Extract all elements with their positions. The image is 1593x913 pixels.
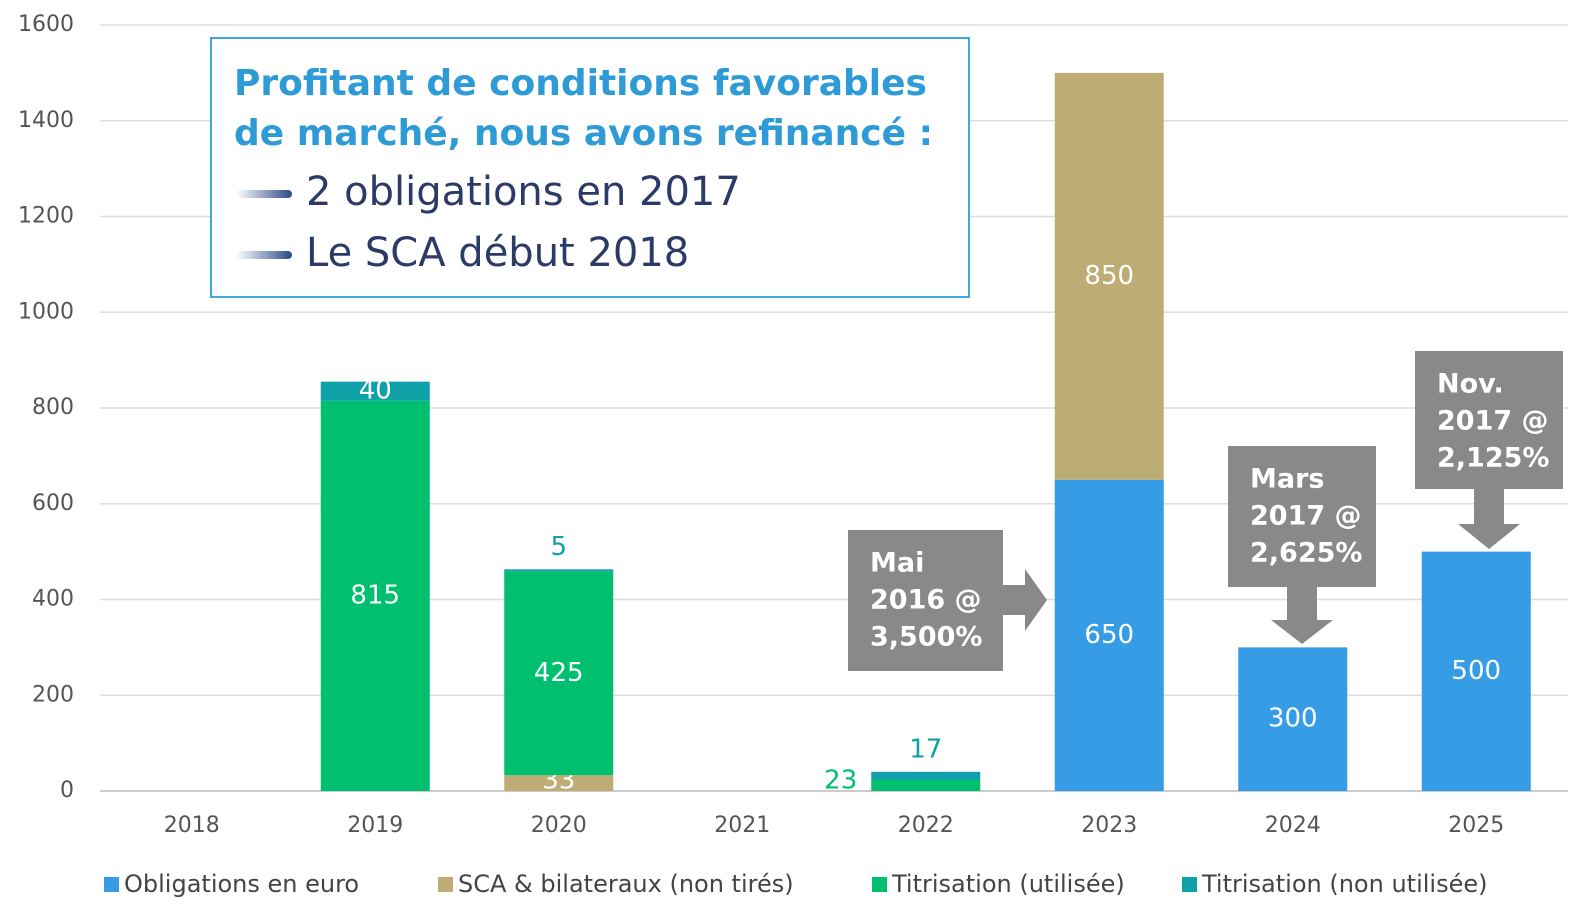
bar-segment — [504, 775, 614, 791]
x-tick-label: 2020 — [531, 813, 587, 838]
value-label: 500 — [1451, 656, 1501, 686]
value-label: 23 — [824, 766, 857, 796]
callout-text: 2016 @ — [870, 585, 982, 616]
legend-label: Titrisation (utilisée) — [891, 870, 1125, 898]
y-tick-label: 1000 — [18, 299, 74, 324]
x-tick-label: 2024 — [1265, 813, 1321, 838]
callout-text: Mars — [1250, 464, 1324, 495]
y-tick-label: 600 — [32, 491, 74, 516]
legend-label: Obligations en euro — [124, 870, 359, 898]
legend-swatch — [1182, 877, 1197, 892]
bar-segment — [871, 779, 981, 791]
bar-segment — [1421, 551, 1531, 791]
callout-box — [1415, 351, 1563, 489]
callout-box — [848, 530, 1003, 671]
value-label: 650 — [1084, 620, 1134, 650]
value-label: 17 — [909, 734, 942, 764]
text-box-bullet: 2 obligations en 2017 — [306, 169, 741, 215]
bullet-dash — [236, 251, 292, 259]
value-label: 5 — [550, 532, 567, 562]
x-tick-label: 2019 — [347, 813, 403, 838]
legend-label: SCA & bilateraux (non tirés) — [458, 870, 794, 898]
bar-segment — [504, 571, 614, 776]
value-label: 850 — [1084, 261, 1134, 291]
callout-text: 2017 @ — [1250, 501, 1362, 532]
legend-swatch — [872, 877, 887, 892]
bar-segment — [871, 771, 981, 780]
callout-box — [1228, 446, 1376, 587]
bar-segment — [1054, 479, 1164, 791]
value-label: 40 — [359, 376, 392, 406]
bar-segment — [1054, 72, 1164, 480]
x-tick-label: 2023 — [1081, 813, 1137, 838]
y-tick-label: 1200 — [18, 204, 74, 229]
callout-arrow — [1271, 587, 1333, 644]
y-tick-label: 200 — [32, 682, 74, 707]
callout-text: Mai — [870, 548, 924, 579]
x-tick-label: 2018 — [164, 813, 220, 838]
bar-segment — [1238, 647, 1348, 791]
x-tick-label: 2025 — [1448, 813, 1504, 838]
bar-segment — [320, 381, 430, 401]
x-tick-label: 2022 — [898, 813, 954, 838]
value-label: 425 — [534, 658, 584, 688]
y-tick-label: 400 — [32, 587, 74, 612]
y-tick-label: 1400 — [18, 108, 74, 133]
callout-arrow — [1458, 489, 1520, 549]
text-box-title: Profitant de conditions favorables — [234, 63, 927, 104]
y-tick-label: 800 — [32, 395, 74, 420]
text-box — [210, 37, 970, 298]
text-box-bullet: Le SCA début 2018 — [306, 230, 689, 276]
callout-text: 2,125% — [1437, 443, 1549, 474]
bar-segment — [320, 400, 430, 791]
callout-text: Nov. — [1437, 369, 1504, 400]
value-label: 815 — [350, 580, 400, 610]
y-tick-label: 0 — [60, 778, 74, 803]
legend-swatch — [438, 877, 453, 892]
callout-text: 3,500% — [870, 622, 982, 653]
bar-segment — [504, 569, 614, 572]
callout-arrow — [1003, 569, 1047, 631]
legend-swatch — [104, 877, 119, 892]
callout-text: 2017 @ — [1437, 406, 1549, 437]
legend-label: Titrisation (non utilisée) — [1201, 870, 1487, 898]
value-label: 300 — [1268, 704, 1318, 734]
bullet-dash — [236, 190, 292, 198]
x-tick-label: 2021 — [714, 813, 770, 838]
text-box-title: de marché, nous avons refinancé : — [234, 113, 933, 154]
y-tick-label: 1600 — [18, 12, 74, 37]
callout-text: 2,625% — [1250, 538, 1362, 569]
